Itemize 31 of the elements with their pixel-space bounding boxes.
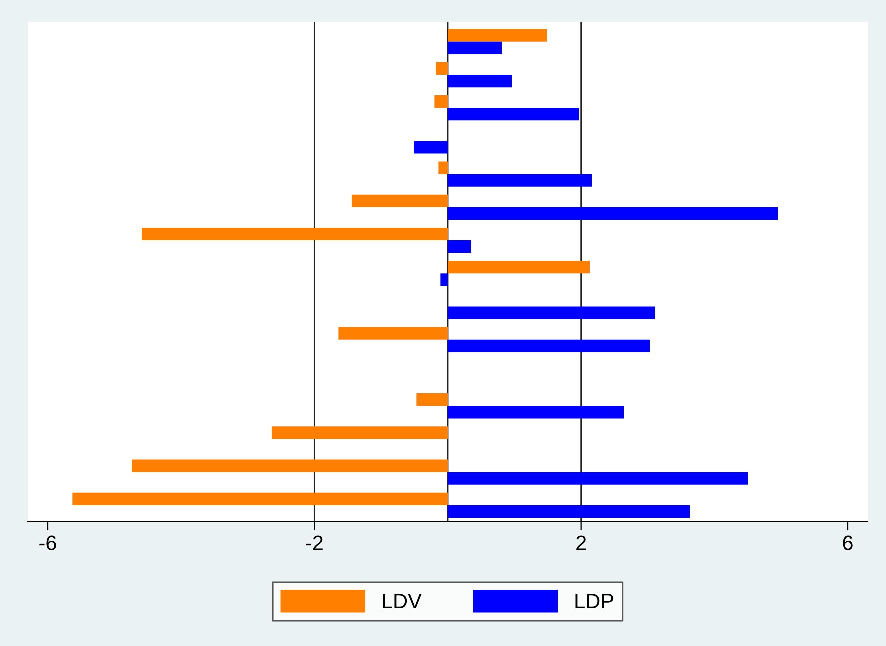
bar <box>448 505 690 518</box>
x-tick-label: -6 <box>40 536 56 550</box>
bar <box>448 261 590 274</box>
x-tick-label: 2 <box>576 536 586 550</box>
x-tick-label: 6 <box>843 536 853 550</box>
bar <box>448 108 580 121</box>
bar <box>448 207 778 220</box>
bar <box>142 228 448 241</box>
legend-label: LDP <box>576 594 614 608</box>
bar <box>448 340 650 352</box>
bar <box>448 174 592 187</box>
bar <box>448 406 624 419</box>
bar <box>448 472 748 485</box>
bar <box>132 460 448 472</box>
bar <box>448 240 472 254</box>
bar <box>414 141 448 154</box>
bar <box>72 492 448 506</box>
bar <box>440 274 448 286</box>
legend-label: LDV <box>383 594 422 608</box>
bar <box>434 96 448 108</box>
bar <box>448 29 548 42</box>
x-tick-label: -2 <box>306 536 323 550</box>
bar <box>338 327 448 340</box>
bar <box>416 394 448 406</box>
bar <box>448 42 502 54</box>
bar <box>448 306 656 320</box>
bar <box>352 194 448 208</box>
bar <box>438 162 448 174</box>
bar <box>436 62 448 75</box>
bar <box>448 74 512 88</box>
bar <box>272 426 448 440</box>
